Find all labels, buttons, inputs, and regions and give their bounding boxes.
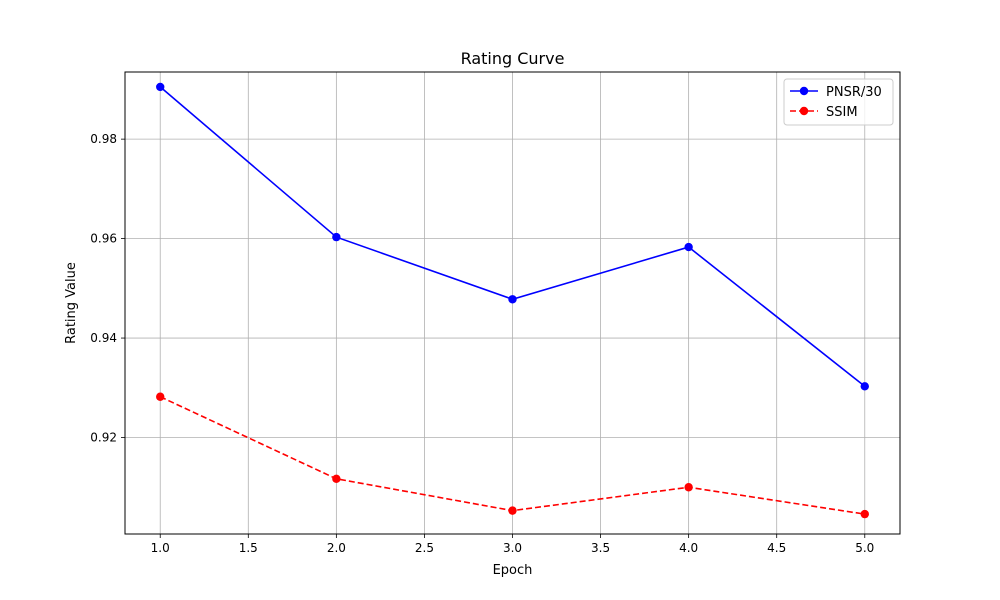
x-tick-label: 1.0 (151, 541, 170, 555)
series-ssim (156, 392, 869, 519)
y-tick-label: 0.98 (90, 132, 117, 146)
y-axis-label: Rating Value (64, 262, 79, 344)
data-point-pnsr-30 (156, 82, 165, 92)
y-tick-label: 0.92 (90, 431, 117, 445)
data-point-ssim (860, 509, 869, 519)
legend-marker-ssim (799, 106, 809, 116)
data-point-pnsr-30 (508, 295, 517, 304)
series-layer (156, 82, 869, 519)
data-point-ssim (684, 483, 693, 492)
x-tick-label: 5.0 (855, 541, 874, 555)
x-axis-label: Epoch (493, 563, 533, 578)
x-tick-label: 4.0 (679, 541, 698, 555)
y-tick-label: 0.94 (90, 331, 117, 345)
legend: PNSR/30 SSIM (783, 78, 894, 126)
legend-marker-pnsr-30 (799, 86, 809, 96)
series-pnsr-30 (156, 82, 869, 391)
x-tick-label: 2.5 (415, 541, 434, 555)
x-tick-label: 3.0 (503, 541, 522, 555)
ticks: 1.0 1.5 2.0 2.5 3.0 3.5 4.0 4.5 5.0 0.92 0.94 0.96 0… (90, 132, 874, 555)
x-tick-label: 1.5 (239, 541, 258, 555)
x-tick-label: 2.0 (327, 541, 346, 555)
legend-label-ssim: SSIM (826, 105, 858, 120)
data-point-ssim (508, 506, 517, 515)
data-point-ssim (332, 474, 341, 483)
data-point-ssim (156, 392, 165, 401)
data-point-pnsr-30 (332, 232, 341, 242)
data-point-pnsr-30 (684, 242, 693, 252)
chart-title: Rating Curve (461, 49, 565, 68)
data-point-pnsr-30 (860, 382, 869, 391)
x-tick-label: 4.5 (767, 541, 786, 555)
legend-label-pnsr-30: PNSR/30 (826, 85, 882, 100)
y-tick-label: 0.96 (90, 232, 117, 246)
x-tick-label: 3.5 (591, 541, 610, 555)
